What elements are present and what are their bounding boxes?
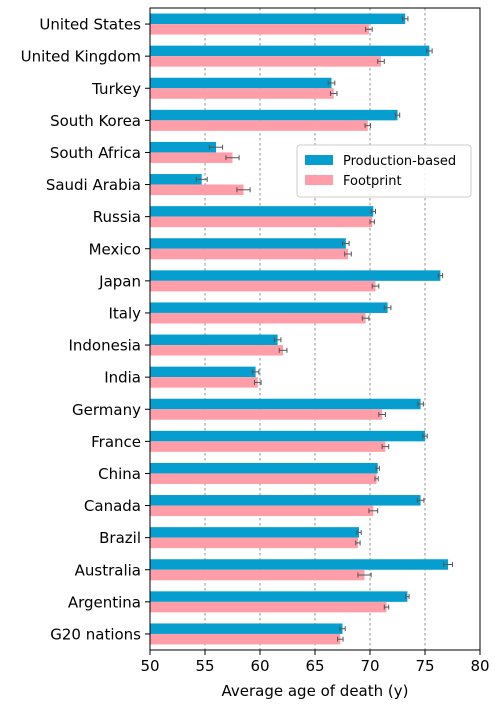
bar bbox=[150, 248, 348, 260]
y-tick-label: Brazil bbox=[99, 529, 141, 547]
bar bbox=[150, 377, 258, 388]
bars bbox=[150, 13, 449, 645]
bar bbox=[150, 366, 256, 378]
y-tick-label: South Africa bbox=[50, 144, 141, 162]
x-tick-label: 75 bbox=[415, 657, 434, 675]
grid-lines bbox=[204, 8, 426, 650]
bar bbox=[150, 441, 386, 452]
y-tick-label: Canada bbox=[84, 497, 141, 515]
x-axis-ticks: 50 55 60 65 70 75 80 bbox=[140, 650, 490, 675]
bar bbox=[150, 633, 341, 645]
legend-label: Production-based bbox=[343, 154, 456, 169]
bar bbox=[150, 527, 359, 538]
bar bbox=[150, 430, 425, 442]
bar bbox=[150, 505, 374, 517]
bar bbox=[150, 216, 373, 228]
y-tick-label: Russia bbox=[93, 208, 141, 226]
y-tick-label: G20 nations bbox=[50, 625, 141, 643]
y-axis-ticks: United States United Kingdom Turkey South K… bbox=[21, 16, 150, 643]
x-tick-label: 50 bbox=[140, 657, 159, 675]
bar bbox=[150, 398, 421, 410]
legend-label: Footprint bbox=[343, 174, 402, 189]
error-bars bbox=[195, 16, 453, 642]
y-tick-label: United States bbox=[39, 16, 141, 34]
y-tick-label: France bbox=[91, 433, 141, 451]
y-tick-label: Saudi Arabia bbox=[46, 176, 141, 194]
y-tick-label: Japan bbox=[98, 272, 141, 290]
x-tick-label: 55 bbox=[195, 657, 214, 675]
legend-box bbox=[296, 144, 472, 198]
y-tick-label: South Korea bbox=[50, 112, 141, 130]
y-tick-label: Australia bbox=[75, 561, 141, 579]
bar bbox=[150, 56, 381, 67]
x-tick-label: 60 bbox=[250, 657, 269, 675]
bar bbox=[150, 623, 343, 634]
bar bbox=[150, 45, 430, 57]
bar bbox=[150, 559, 449, 570]
bar bbox=[150, 312, 366, 324]
bar bbox=[150, 184, 244, 196]
y-tick-label: Turkey bbox=[91, 80, 141, 98]
y-tick-label: Mexico bbox=[89, 240, 141, 258]
legend: Production-based Footprint bbox=[296, 144, 472, 198]
y-tick-label: United Kingdom bbox=[21, 48, 141, 66]
bar bbox=[150, 24, 369, 35]
bar bbox=[150, 120, 368, 131]
bar bbox=[150, 88, 334, 99]
y-tick-label: Italy bbox=[108, 304, 141, 322]
bar bbox=[150, 77, 332, 89]
x-tick-label: 70 bbox=[360, 657, 379, 675]
bar bbox=[150, 345, 284, 356]
y-tick-label: Argentina bbox=[68, 593, 141, 611]
x-tick-label: 80 bbox=[470, 657, 489, 675]
bar bbox=[150, 569, 365, 581]
bar bbox=[150, 141, 216, 153]
bar bbox=[150, 601, 387, 613]
bar bbox=[150, 473, 377, 484]
bar bbox=[150, 238, 346, 249]
bar bbox=[150, 206, 374, 217]
legend-swatch bbox=[305, 175, 333, 185]
y-tick-label: China bbox=[98, 465, 141, 483]
y-tick-label: Indonesia bbox=[68, 337, 141, 355]
bar bbox=[150, 174, 202, 185]
legend-swatch bbox=[305, 155, 333, 165]
bar bbox=[150, 334, 278, 346]
bar bbox=[150, 270, 441, 281]
bar bbox=[150, 495, 421, 506]
bar bbox=[150, 13, 406, 25]
x-axis-label: Average age of death (y) bbox=[222, 682, 409, 700]
bar bbox=[150, 591, 408, 602]
bar bbox=[150, 409, 383, 420]
bar bbox=[150, 152, 233, 163]
bar bbox=[150, 462, 378, 474]
bar bbox=[150, 537, 358, 549]
bar bbox=[150, 109, 398, 121]
y-tick-label: India bbox=[104, 369, 141, 387]
bar bbox=[150, 280, 376, 292]
x-tick-label: 65 bbox=[305, 657, 324, 675]
y-tick-label: Germany bbox=[72, 401, 141, 419]
bar bbox=[150, 302, 388, 313]
